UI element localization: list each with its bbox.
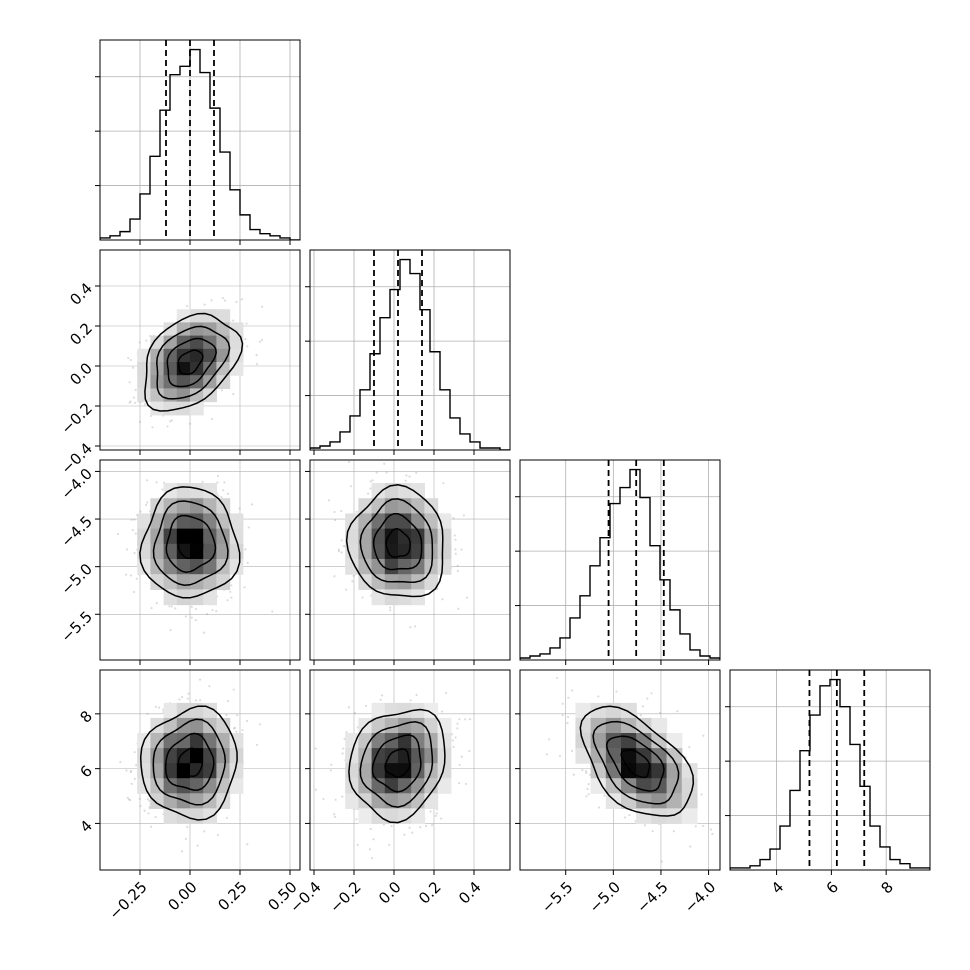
contour [372,512,423,571]
hist-panel-0 [100,40,300,240]
x-tick-label: 8 [877,878,896,897]
contour-lines [144,312,244,412]
y-tick-label: 0.4 [66,279,96,309]
contour-lines [579,705,695,817]
panel-frame [519,669,721,871]
y-tick-label: −5.0 [58,560,96,598]
contour-lines [139,705,238,821]
x-tick-label: −0.2 [326,878,364,916]
contour [359,498,434,583]
contour-lines [139,486,241,599]
x-tick-label: −4.5 [633,878,671,916]
density-panel-2-0 [100,460,300,660]
density-panel-2-1 [310,460,510,660]
x-tick-label: 0.4 [455,878,485,908]
density-panel-1-0 [100,250,300,450]
contour [579,705,695,817]
contour [166,337,217,388]
hist-panel-1 [310,250,510,450]
contour [139,486,241,599]
hist-panel-2 [520,460,720,660]
contour [165,514,217,573]
contour-lines [348,708,446,824]
x-tick-label: −0.25 [106,878,151,923]
contour [348,708,446,824]
histogram-3 [730,678,930,870]
contour [384,748,411,778]
density-blocks [345,483,452,606]
hist-panel-3 [730,670,930,870]
x-tick-label: −4.0 [681,878,719,916]
panel-frame [309,669,511,871]
x-tick-label: 4 [768,878,787,897]
panel-frame [99,39,301,241]
panel-frame [519,459,721,661]
x-tick-label: 6 [823,878,842,897]
contour [177,529,204,560]
panel-frame [729,669,931,871]
y-tick-label: 6 [77,762,96,781]
y-tick-label: −5.5 [58,608,96,646]
histogram-2 [520,468,720,660]
histogram-1 [310,258,510,450]
contour [371,734,422,793]
contour [144,312,244,412]
histogram-0 [100,48,300,240]
x-tick-label: 0.2 [415,878,445,908]
contour [620,749,651,779]
density-panel-3-2 [520,670,720,870]
contour [152,718,227,806]
contour [345,484,444,598]
density-blocks [575,702,698,825]
x-tick-label: −5.5 [538,878,576,916]
density-panel-3-1 [310,670,510,870]
panel-frame [99,459,301,661]
x-tick-label: 0.25 [214,878,250,914]
contour [605,735,665,792]
x-tick-label: 0.0 [375,878,405,908]
y-tick-label: 4 [77,817,96,836]
y-tick-label: 0.0 [66,359,96,389]
density-panel-3-0 [100,670,300,870]
y-tick-label: −4.5 [58,512,96,550]
x-tick-label: 0.00 [164,878,200,914]
contour [139,705,238,821]
panel-frame [99,669,301,871]
y-tick-label: 8 [77,707,96,726]
contour [177,747,203,778]
x-tick-label: −5.0 [586,878,624,916]
contour [177,349,204,375]
contour-lines [345,484,444,598]
panel-frame [309,459,511,661]
contour [592,720,680,805]
y-tick-label: 0.2 [66,319,96,349]
contour [359,721,434,808]
contour [164,732,215,791]
contour [152,500,229,586]
density-blocks [137,483,244,606]
y-tick-label: −0.2 [58,399,96,437]
density-blocks [137,309,244,416]
contour [385,527,411,558]
contour [156,325,231,400]
panel-frame [309,249,511,451]
panel-frame [99,249,301,451]
